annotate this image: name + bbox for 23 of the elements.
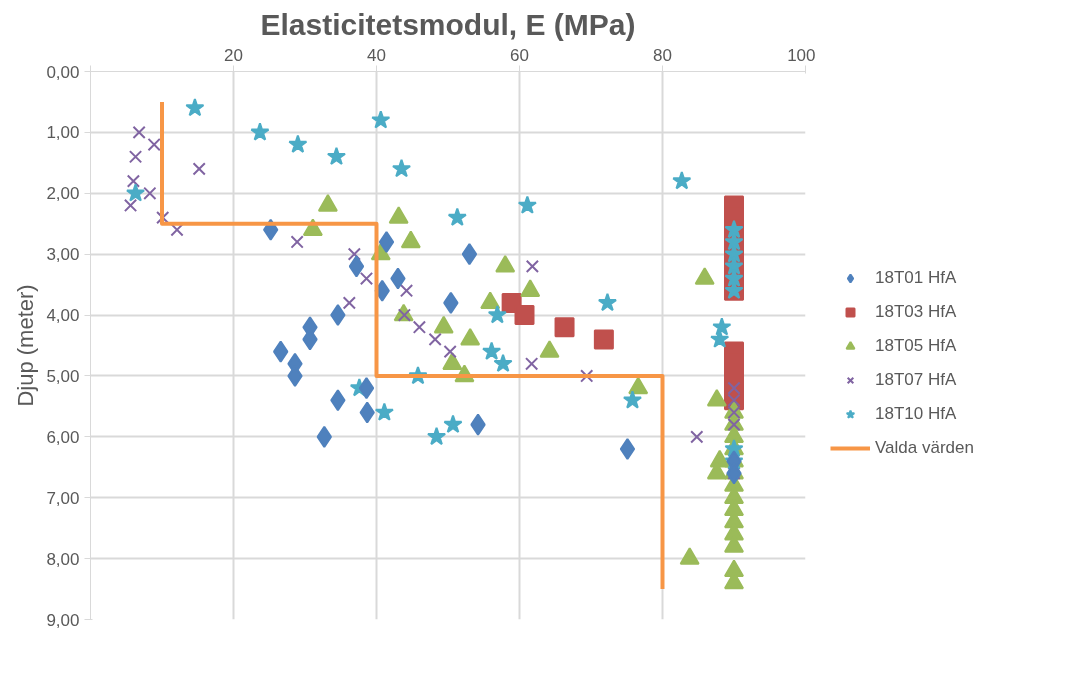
y-tick-label: 3,00 — [46, 245, 80, 265]
y-tick-label: 5,00 — [46, 366, 80, 386]
y-axis-title: Djup (meter) — [13, 284, 39, 407]
legend-label: 18T07 HfA — [875, 369, 957, 390]
legend-label: Valda värden — [875, 437, 974, 458]
x-tick-label: 100 — [787, 45, 816, 65]
chart-title: Elasticitetsmodul, E (MPa) — [260, 7, 636, 41]
y-tick-label: 7,00 — [46, 488, 80, 508]
y-tick-label: 8,00 — [46, 549, 80, 569]
legend-label: 18T01 HfA — [875, 267, 957, 288]
y-tick-label: 1,00 — [46, 123, 80, 143]
legend-label: 18T05 HfA — [875, 335, 957, 356]
x-tick-label: 20 — [224, 45, 243, 65]
y-tick-label: 9,00 — [46, 610, 80, 630]
legend-label: 18T10 HfA — [875, 403, 957, 424]
x-tick-label: 60 — [510, 45, 529, 65]
y-tick-label: 4,00 — [46, 306, 80, 326]
legend-label: 18T03 HfA — [875, 301, 957, 322]
y-tick-label: 2,00 — [46, 184, 80, 204]
x-tick-label: 80 — [653, 45, 672, 65]
y-tick-label: 0,00 — [46, 62, 80, 82]
y-tick-label: 6,00 — [46, 427, 80, 447]
x-tick-label: 40 — [367, 45, 386, 65]
